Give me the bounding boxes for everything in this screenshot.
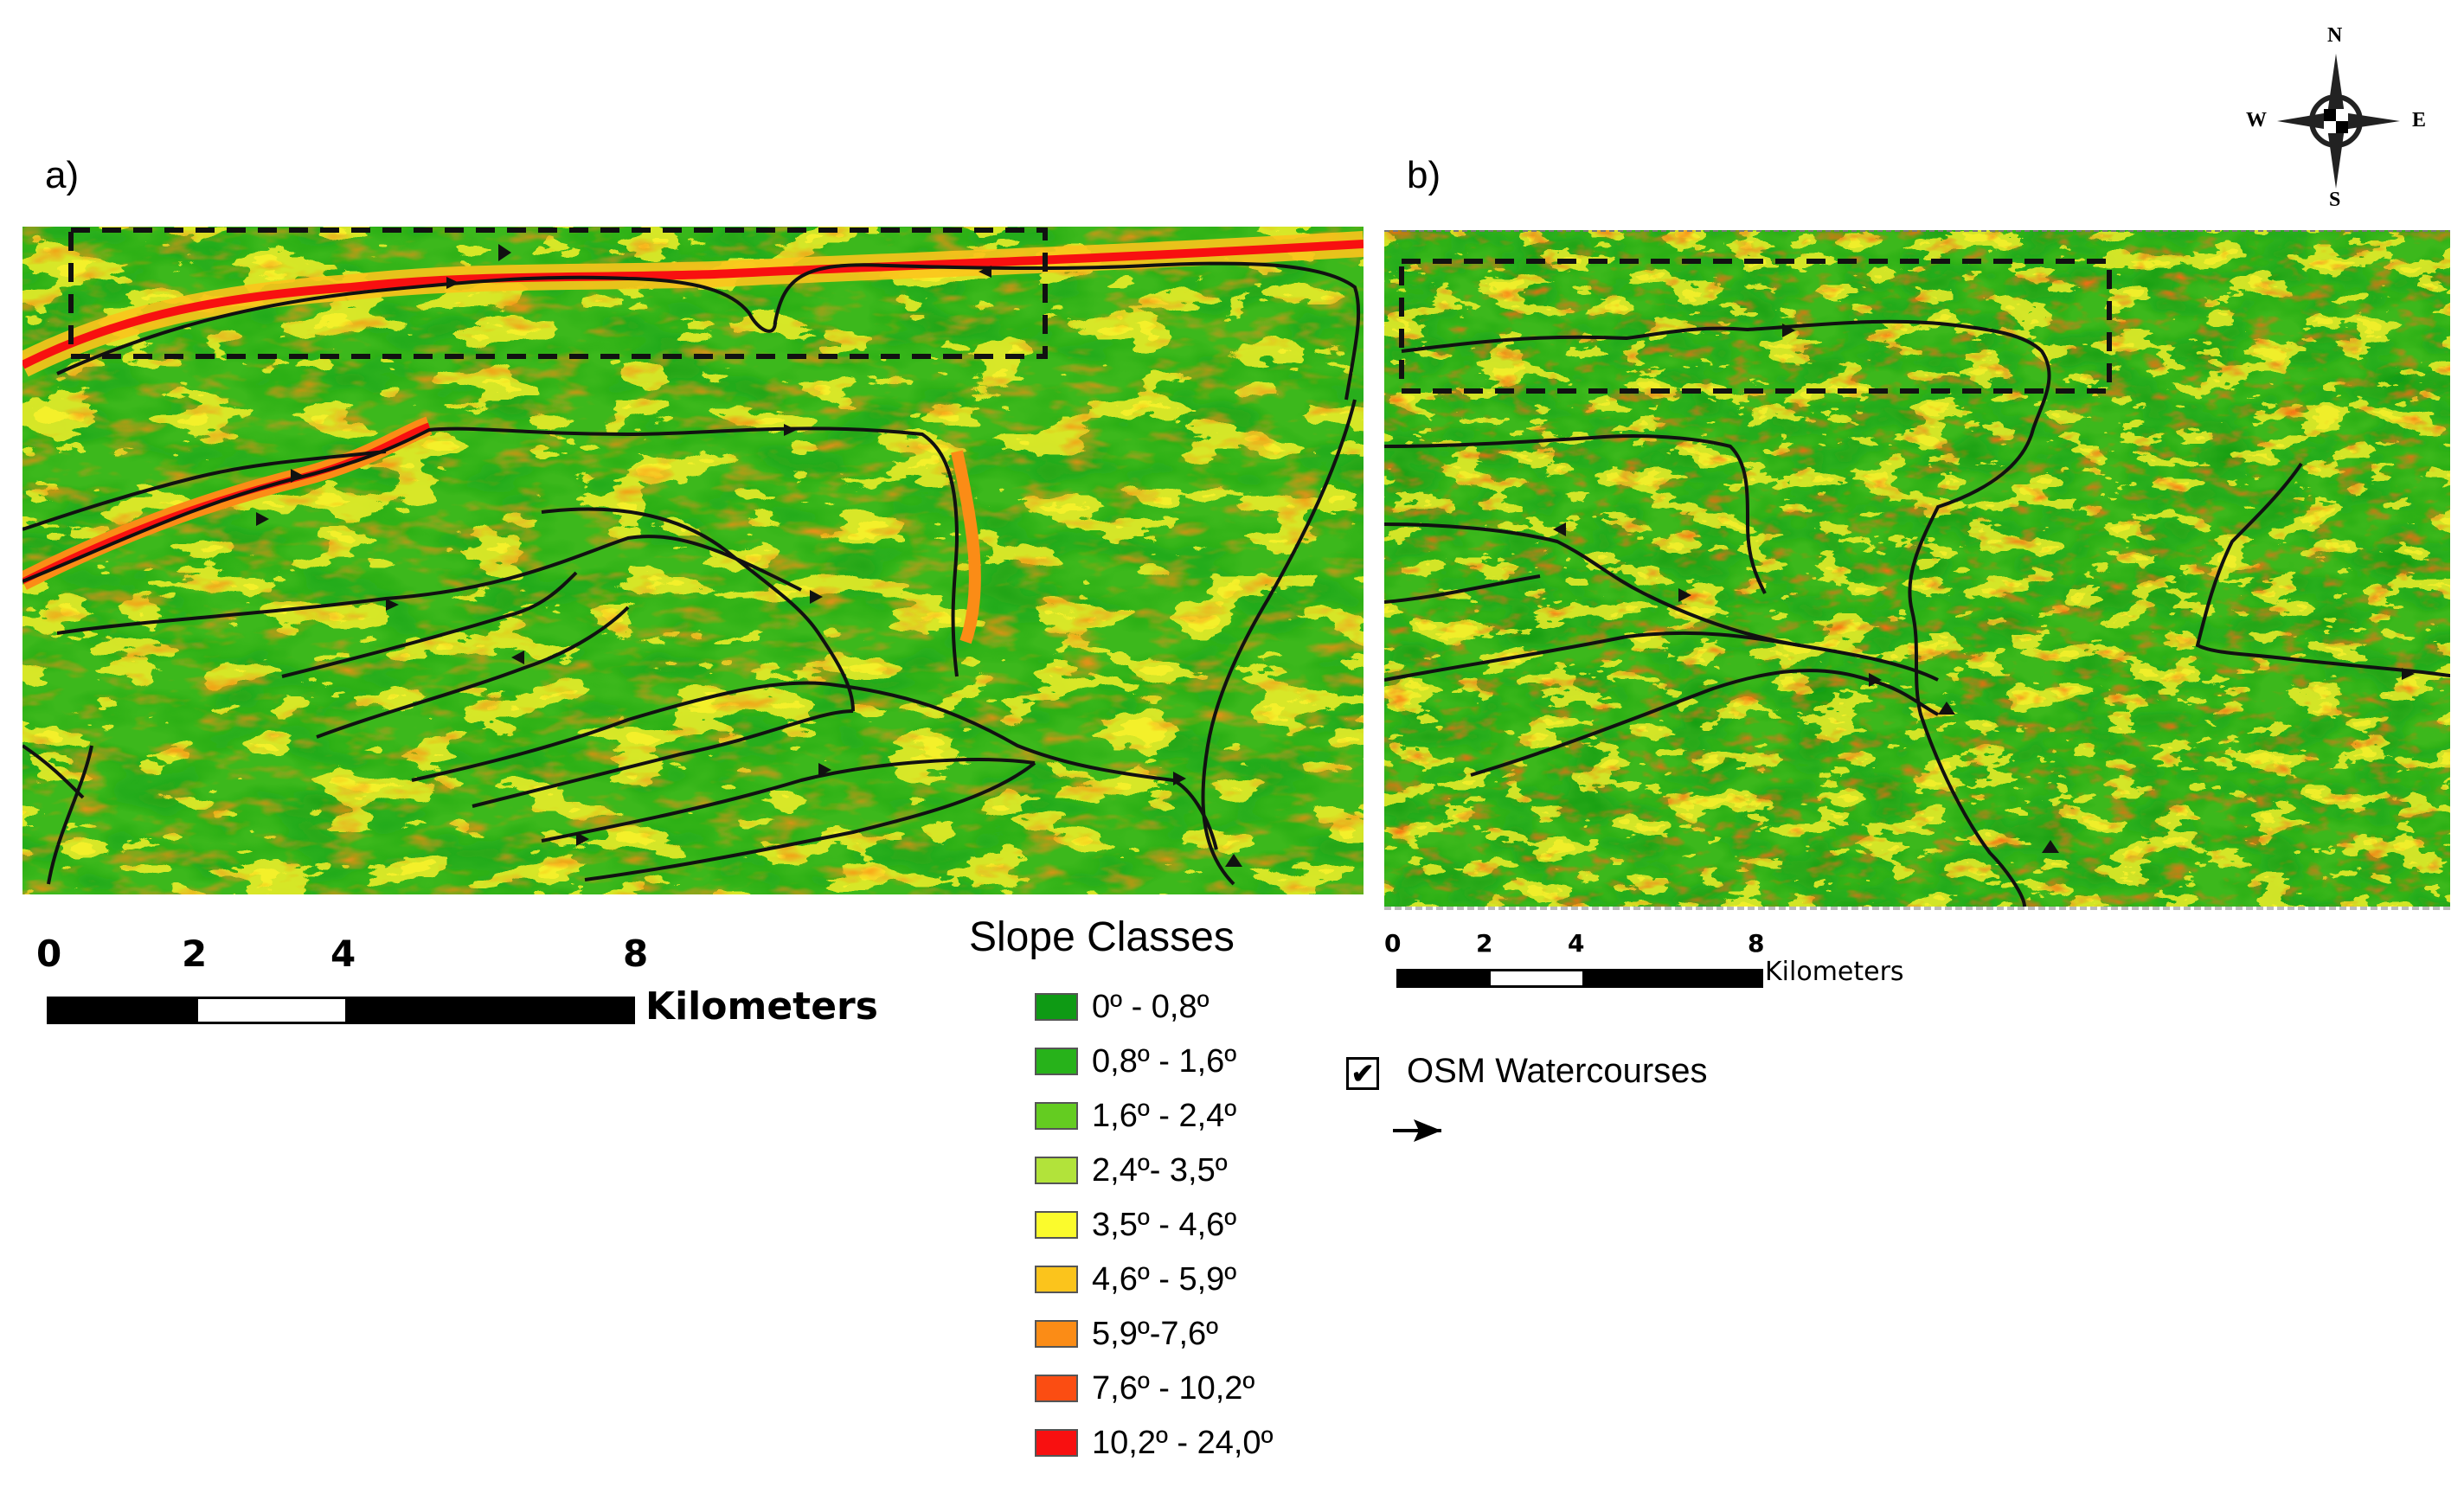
scale-a-tick-8: 8 [623, 933, 649, 975]
compass-s: S [2329, 189, 2341, 211]
legend-item: 5,9º-7,6º [1035, 1311, 1218, 1356]
slope-map-a [22, 227, 1364, 894]
compass-rose-icon [2277, 54, 2400, 189]
legend-swatch [1035, 993, 1078, 1021]
legend-title: Slope Classes [969, 914, 1235, 960]
legend-swatch [1035, 1211, 1078, 1239]
watercourses-b [1384, 319, 2450, 907]
scale-b-tick-8: 8 [1748, 929, 1765, 958]
legend-item: 4,6º - 5,9º [1035, 1257, 1236, 1302]
legend-item: 0º - 0,8º [1035, 984, 1210, 1029]
legend-swatch [1035, 1429, 1078, 1457]
legend-item: 2,4º- 3,5º [1035, 1148, 1228, 1193]
legend-label: 0º - 0,8º [1092, 988, 1210, 1025]
legend-item: 1,6º - 2,4º [1035, 1093, 1236, 1138]
scale-a-tick-2: 2 [182, 933, 208, 975]
legend-item: 7,6º - 10,2º [1035, 1366, 1254, 1411]
extent-box-a [68, 228, 1048, 359]
legend-label: 3,5º - 4,6º [1092, 1206, 1237, 1243]
compass-w: W [2246, 109, 2267, 131]
north-arrow: N S W E [2239, 24, 2433, 213]
map-b-bottom-border [1384, 907, 2450, 910]
legend-swatch [1035, 1320, 1078, 1348]
legend-label: 1,6º - 2,4º [1092, 1097, 1237, 1134]
panel-a-label: a) [45, 154, 80, 196]
slope-raster-a [22, 227, 1364, 894]
flow-arrows-a [256, 244, 1242, 867]
compass-n: N [2327, 24, 2343, 47]
extent-box-b [1399, 259, 2112, 394]
legend-item: 0,8º - 1,6º [1035, 1039, 1236, 1084]
legend-label: 10,2º - 24,0º [1092, 1424, 1274, 1461]
legend-label: 7,6º - 10,2º [1092, 1369, 1255, 1407]
compass-e: E [2412, 109, 2427, 131]
watercourses-a [22, 261, 1361, 886]
osm-watercourses-checkbox[interactable]: ✔ [1346, 1057, 1379, 1090]
scale-a-unit: Kilometers [645, 984, 878, 1029]
legend-label: 5,9º-7,6º [1092, 1315, 1219, 1352]
scale-b-unit: Kilometers [1765, 957, 1904, 987]
legend-item: 3,5º - 4,6º [1035, 1202, 1236, 1247]
scale-b-tick-4: 4 [1568, 929, 1585, 958]
scale-b-tick-0: 0 [1384, 929, 1402, 958]
scale-b-tick-2: 2 [1476, 929, 1493, 958]
legend-label: 4,6º - 5,9º [1092, 1260, 1237, 1298]
legend-swatch [1035, 1266, 1078, 1293]
legend-swatch [1035, 1157, 1078, 1184]
scale-bar-a [47, 997, 635, 1024]
legend-swatch [1035, 1102, 1078, 1130]
legend-swatch [1035, 1375, 1078, 1402]
watercourse-arrow-icon [1393, 1116, 1443, 1145]
scale-bar-b [1396, 969, 1763, 988]
slope-raster-b [1384, 230, 2450, 907]
legend-swatch [1035, 1048, 1078, 1075]
osm-watercourses-label: OSM Watercourses [1407, 1052, 1708, 1090]
panel-b-label: b) [1407, 154, 1441, 196]
flow-arrows-b [1553, 324, 2415, 853]
legend-item: 10,2º - 24,0º [1035, 1420, 1273, 1465]
legend-label: 2,4º- 3,5º [1092, 1151, 1228, 1189]
slope-map-b [1384, 230, 2450, 907]
scale-a-tick-4: 4 [330, 933, 356, 975]
scale-a-tick-0: 0 [36, 933, 62, 975]
legend-label: 0,8º - 1,6º [1092, 1042, 1237, 1080]
